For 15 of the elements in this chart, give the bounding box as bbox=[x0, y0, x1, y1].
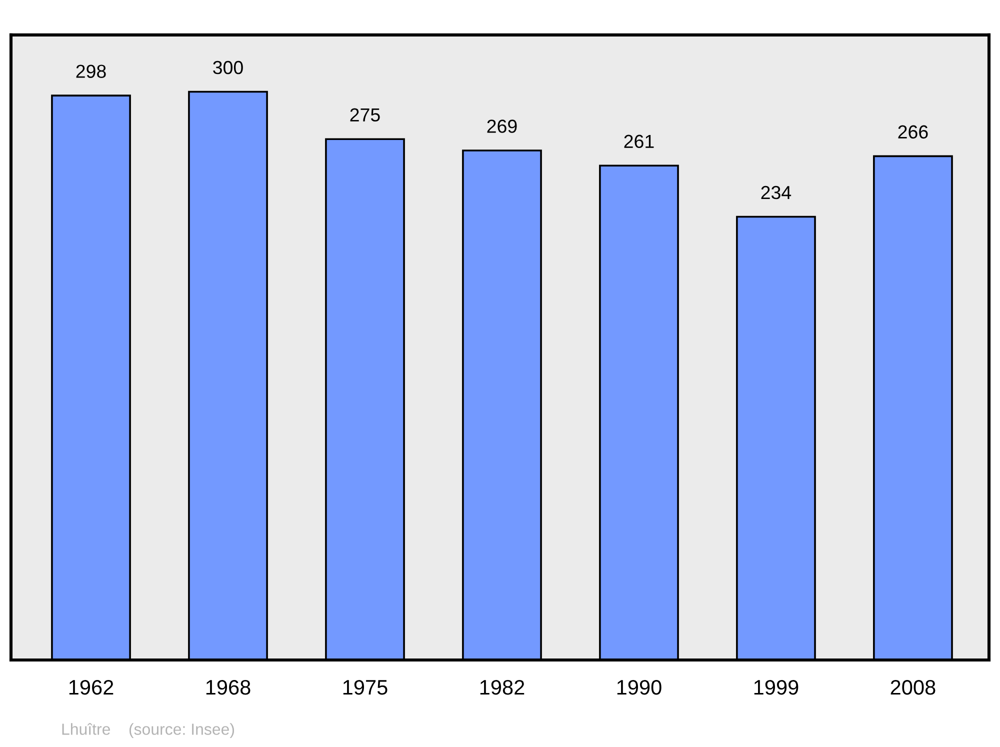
x-tick-label: 2008 bbox=[890, 680, 936, 695]
data-label: 275 bbox=[350, 108, 380, 122]
x-tick-label: 1975 bbox=[343, 680, 388, 695]
data-label: 298 bbox=[76, 64, 106, 78]
data-label: 234 bbox=[761, 186, 792, 200]
x-tick-label: 1968 bbox=[206, 680, 250, 695]
text: Lhuître (source: Insee) bbox=[62, 723, 234, 738]
data-label: 269 bbox=[487, 120, 517, 133]
data-label: 300 bbox=[213, 60, 243, 74]
x-tick-label: 1962 bbox=[69, 680, 114, 695]
data-label: 266 bbox=[898, 125, 928, 139]
x-tick-label: 1999 bbox=[754, 680, 798, 695]
data-label: 261 bbox=[624, 134, 654, 148]
x-tick-label: 1982 bbox=[480, 680, 524, 695]
x-tick-label: 1990 bbox=[617, 680, 662, 695]
